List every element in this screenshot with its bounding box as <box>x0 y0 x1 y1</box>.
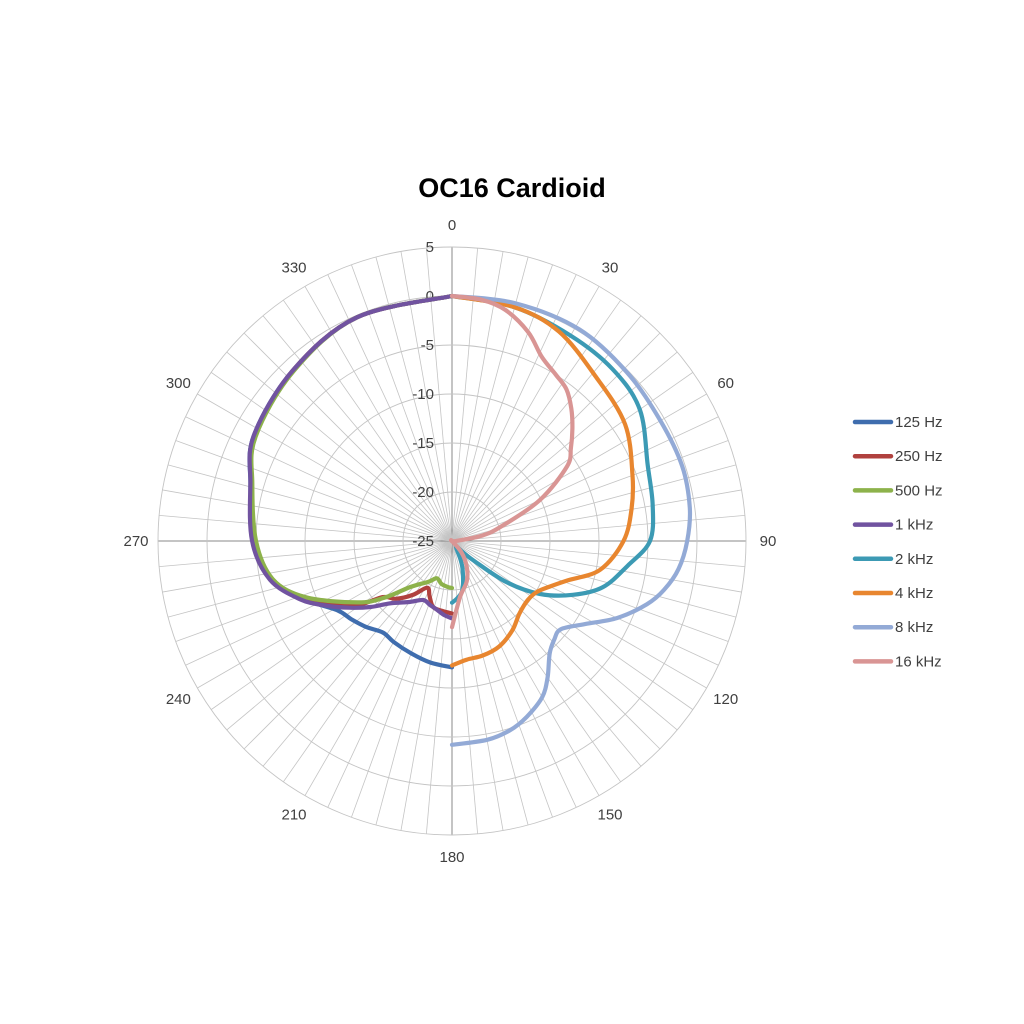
series-line-2-khz <box>449 293 656 605</box>
legend-item: 500 Hz <box>852 482 943 499</box>
radial-tick-label: -5 <box>421 337 434 354</box>
angle-label: 330 <box>281 259 306 276</box>
radial-tick-label: -15 <box>412 435 434 452</box>
series-line-4-khz <box>449 293 636 668</box>
legend-label: 16 kHz <box>895 653 942 670</box>
legend-item: 8 kHz <box>852 619 933 636</box>
angle-labels: 0 30 60 90 120 150 180 210 240 270 300 330 <box>123 217 776 866</box>
grid <box>157 246 747 836</box>
angle-label: 60 <box>717 375 734 392</box>
legend-item: 125 Hz <box>852 414 943 431</box>
legend-label: 250 Hz <box>895 448 943 465</box>
legend-label: 4 kHz <box>895 585 933 602</box>
angle-label: 210 <box>281 807 306 824</box>
legend-label: 8 kHz <box>895 619 933 636</box>
series-line-16-khz <box>448 293 575 630</box>
legend-item: 250 Hz <box>852 448 943 465</box>
legend-item: 2 kHz <box>852 551 933 568</box>
angle-label: 270 <box>123 533 148 550</box>
angle-label: 0 <box>448 217 456 234</box>
angle-label: 30 <box>602 259 619 276</box>
legend: 125 Hz 250 Hz 500 Hz 1 kHz 2 kHz 4 kHz 8 kHz 16… <box>852 414 943 670</box>
legend-label: 2 kHz <box>895 551 933 568</box>
grid-ring <box>157 246 747 836</box>
legend-item: 1 kHz <box>852 517 933 534</box>
angle-label: 90 <box>760 533 777 550</box>
radial-labels: 5 0 -5 -10 -15 -20 -25 <box>412 239 434 550</box>
radial-tick-label: -10 <box>412 386 434 403</box>
radial-tick-label: 0 <box>426 288 434 305</box>
radial-tick-label: -20 <box>412 484 434 501</box>
legend-label: 125 Hz <box>895 414 943 431</box>
legend-label: 1 kHz <box>895 517 933 534</box>
radial-tick-label: 5 <box>426 239 434 256</box>
angle-label: 120 <box>713 691 738 708</box>
legend-item: 4 kHz <box>852 585 933 602</box>
grid-ring <box>353 442 551 640</box>
series-lines <box>247 293 693 747</box>
legend-item: 16 kHz <box>852 653 942 670</box>
angle-label: 150 <box>597 807 622 824</box>
angle-label: 300 <box>166 375 191 392</box>
angle-label: 180 <box>439 849 464 866</box>
chart-title: OC16 Cardioid <box>418 173 606 203</box>
radial-tick-label: -25 <box>412 533 434 550</box>
grid-ring <box>304 393 600 689</box>
angle-label: 240 <box>166 691 191 708</box>
legend-label: 500 Hz <box>895 482 943 499</box>
series-line-1-khz <box>247 293 455 621</box>
series-line-8-khz <box>449 293 693 747</box>
